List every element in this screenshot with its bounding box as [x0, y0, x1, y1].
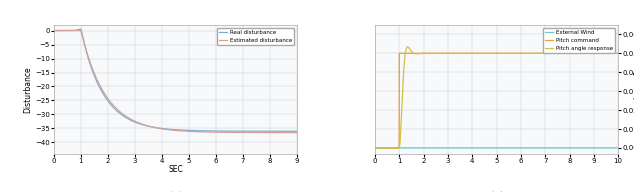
Line: Pitch command: Pitch command: [375, 53, 618, 148]
External Wind: [609, 147, 617, 149]
Y-axis label: Pitch angle response[rad]: Pitch angle response[rad]: [632, 40, 634, 139]
Real disturbance: [242, 130, 249, 132]
Pitch command: [371, 147, 378, 149]
Real disturbance: [287, 130, 294, 132]
Estimated disturbance: [286, 132, 294, 134]
Pitch angle response: [413, 53, 421, 55]
Estimated disturbance: [286, 132, 294, 134]
Line: Real disturbance: Real disturbance: [54, 29, 297, 131]
Real disturbance: [162, 128, 170, 130]
Estimated disturbance: [169, 129, 176, 131]
Pitch command: [475, 52, 482, 55]
External Wind: [413, 147, 421, 149]
Pitch angle response: [475, 52, 482, 55]
X-axis label: SEC: SEC: [168, 165, 183, 174]
Pitch command: [399, 52, 406, 55]
External Wind: [583, 147, 591, 149]
Pitch command: [583, 52, 591, 55]
Pitch command: [413, 52, 421, 55]
Real disturbance: [50, 29, 58, 32]
Pitch angle response: [583, 52, 591, 55]
Y-axis label: Disturbance: Disturbance: [23, 66, 32, 113]
Pitch angle response: [465, 52, 472, 55]
Estimated disturbance: [242, 131, 249, 134]
Pitch angle response: [399, 87, 406, 89]
External Wind: [371, 147, 378, 149]
Pitch angle response: [614, 52, 622, 55]
Pitch angle response: [610, 52, 618, 55]
Estimated disturbance: [50, 29, 58, 32]
Pitch command: [614, 52, 622, 55]
External Wind: [614, 147, 622, 149]
Line: Estimated disturbance: Estimated disturbance: [54, 31, 297, 133]
Real disturbance: [169, 128, 176, 131]
Real disturbance: [63, 29, 70, 32]
Pitch command: [465, 52, 472, 55]
Estimated disturbance: [162, 128, 169, 131]
Real disturbance: [294, 130, 301, 132]
Real disturbance: [77, 28, 85, 30]
Estimated disturbance: [63, 29, 70, 32]
External Wind: [399, 147, 406, 149]
Line: Pitch angle response: Pitch angle response: [375, 47, 618, 148]
Estimated disturbance: [294, 132, 301, 134]
External Wind: [475, 147, 482, 149]
External Wind: [464, 147, 472, 149]
Pitch angle response: [404, 46, 411, 48]
Pitch command: [396, 52, 403, 55]
Pitch command: [610, 52, 618, 55]
Pitch angle response: [371, 147, 378, 149]
Real disturbance: [286, 130, 294, 132]
Legend: External Wind, Pitch command, Pitch angle response: External Wind, Pitch command, Pitch angl…: [543, 28, 616, 53]
Legend: Real disturbance, Estimated disturbance: Real disturbance, Estimated disturbance: [217, 28, 294, 45]
